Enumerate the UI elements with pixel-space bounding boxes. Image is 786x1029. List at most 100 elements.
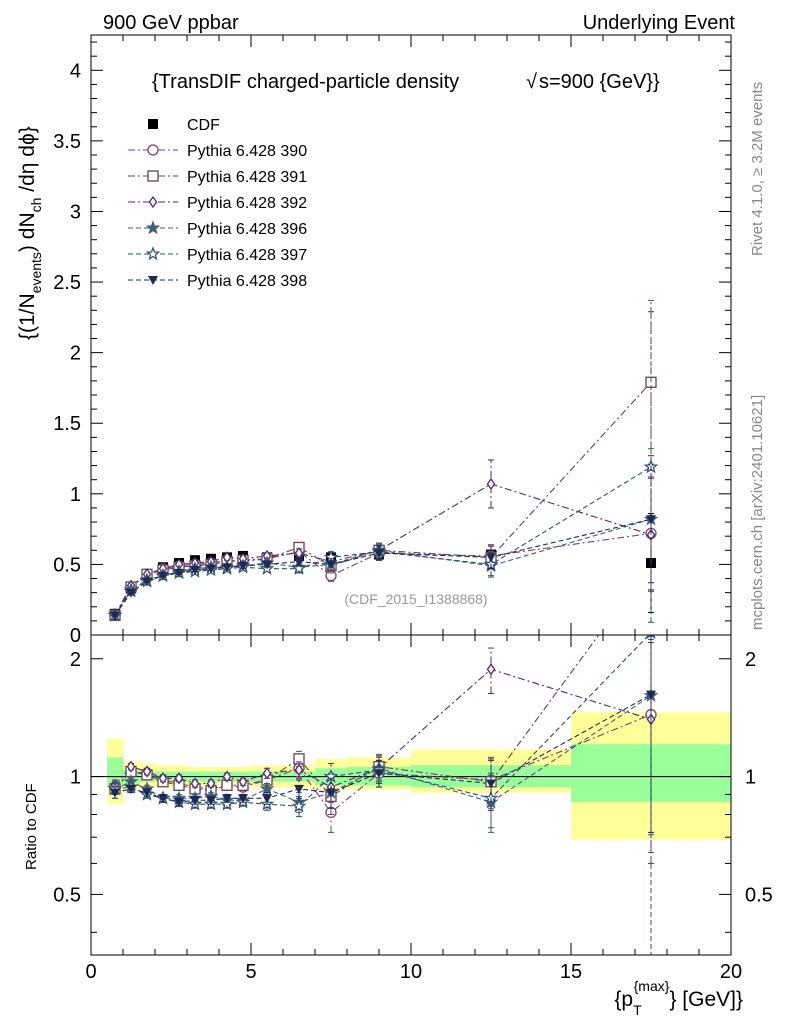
xtick-label-0: 0 (85, 961, 96, 983)
ratio-point-p398-4 (174, 798, 184, 808)
ratio-errbar-p392-13 (488, 647, 494, 695)
legend-marker-p392 (148, 195, 158, 209)
legend-marker-cdf (148, 119, 158, 129)
ratio-point-p392-9-shape (262, 767, 272, 780)
xtick-label-5: 5 (245, 961, 256, 983)
ratio-point-p396-9 (259, 781, 275, 796)
top-point-p398-7 (222, 563, 232, 573)
legend-label-p390: Pythia 6.428 390 (187, 143, 307, 160)
ratio-point-p398-2-shape (142, 788, 152, 798)
ytick-label-top-3: 1.5 (53, 413, 81, 435)
legend-marker-p397 (145, 246, 161, 261)
ylabel-part-e: /dη dϕ} (16, 126, 39, 197)
ratio-point-p398-3-shape (158, 794, 168, 804)
ytick-label-top-6: 3 (70, 201, 81, 223)
ytick-label-bot-right-2: 2 (745, 649, 756, 671)
ratio-point-p398-3 (158, 794, 168, 804)
ratio-point-p397-7-shape (219, 796, 235, 811)
legend-marker-p390-shape (147, 144, 159, 156)
ratio-point-p398-11-shape (326, 788, 336, 798)
xtick-label-20: 20 (720, 961, 742, 983)
ratio-point-p398-2 (142, 788, 152, 798)
ratio-point-p392-6 (206, 777, 216, 790)
ratio-point-p397-7 (219, 796, 235, 811)
top-point-p398-6-shape (206, 564, 216, 574)
ratio-point-p392-3 (158, 772, 168, 785)
title-prefix: {TransDIF charged-particle density (152, 71, 459, 93)
ytick-label-bot-1: 1 (70, 767, 81, 789)
top-point-p392-13-shape (486, 477, 496, 491)
legend-label-p398: Pythia 6.428 398 (187, 273, 307, 290)
ratio-point-p392-5 (190, 777, 200, 790)
top-point-p398-12 (374, 549, 384, 559)
legend-marker-p398 (148, 276, 158, 285)
top-point-p398-8 (238, 561, 248, 571)
ytick-label-bot-2: 2 (70, 649, 81, 671)
legend-entry-p397: Pythia 6.428 397 (128, 246, 307, 264)
ratio-point-p392-9 (262, 767, 272, 780)
header-left: 900 GeV ppbar (103, 12, 239, 34)
ratio-point-p392-2-shape (142, 765, 152, 778)
ratio-point-p392-7 (222, 770, 232, 783)
ytick-label-bot-0: 0.5 (53, 884, 81, 906)
ratio-point-p392-13 (486, 663, 496, 676)
ratio-point-p397-10 (291, 798, 307, 813)
mcplots-info: mcplots.cern.ch [arXiv:2401.10621] (749, 395, 766, 630)
top-point-p398-1-shape (126, 588, 136, 598)
ratio-point-p392-10 (294, 763, 304, 777)
top-point-p398-13 (486, 553, 496, 563)
legend-marker-p397-shape (145, 246, 161, 261)
legend-label-cdf: CDF (187, 117, 220, 134)
top-line-p391 (114, 381, 652, 616)
top-point-p397-10-shape (291, 560, 307, 575)
ratio-errbar-p397-14 (650, 635, 652, 955)
top-point-p398-13-shape (486, 553, 496, 563)
legend-marker-p396 (145, 220, 161, 235)
top-point-p398-4 (174, 568, 184, 578)
ylabel-sub-events: events (28, 252, 44, 293)
ylabel-part-a: {(1/N (16, 293, 39, 340)
xlabel-part-b: } [GeV]} (669, 988, 743, 1011)
ratio-point-p392-10-shape (294, 763, 304, 777)
ytick-label-top-4: 2 (70, 343, 81, 365)
legend-label-p391: Pythia 6.428 391 (187, 169, 307, 186)
top-point-p398-10 (294, 557, 304, 567)
top-point-p398-14-shape (646, 515, 656, 525)
top-point-p398-11-shape (326, 560, 336, 570)
ratio-point-p398-13 (486, 779, 496, 789)
ratio-point-p398-5 (190, 796, 200, 806)
ratio-point-p398-8 (238, 794, 248, 804)
ratio-point-p398-6-shape (206, 796, 216, 806)
top-point-p398-3-shape (158, 571, 168, 581)
ratio-point-p398-0 (110, 788, 120, 798)
ratio-point-p398-14 (646, 690, 656, 700)
top-point-p398-0-shape (110, 611, 120, 621)
top-errbar-p392-13 (488, 459, 494, 509)
ratio-point-p392-5-shape (190, 777, 200, 790)
top-ylabel: {(1/Nevents) dNch /dη dϕ} (16, 126, 44, 340)
xtick-label-10: 10 (400, 961, 422, 983)
legend-entry-cdf: CDF (148, 117, 220, 134)
top-point-p398-14 (646, 515, 656, 525)
title-suffix: s=900 {GeV}} (539, 71, 660, 93)
top-point-p397-10 (291, 560, 307, 575)
ratio-point-p397-10-shape (291, 798, 307, 813)
sqrt-symbol: √ (526, 71, 537, 93)
ratio-point-p392-6-shape (206, 777, 216, 790)
ytick-label-top-0: 0 (70, 625, 81, 647)
top-point-p398-2-shape (142, 577, 152, 587)
top-point-p398-6 (206, 564, 216, 574)
ratio-point-p398-1 (126, 784, 136, 794)
ratio-point-p398-4-shape (174, 798, 184, 808)
top-errbar-p398-14 (648, 455, 654, 584)
xlabel-sup: {max} (634, 978, 670, 994)
legend-marker-cdf-shape (148, 119, 158, 129)
legend: CDF Pythia 6.428 390 Pythia 6.428 391 Pythi… (128, 117, 307, 290)
ytick-label-top-5: 2.5 (53, 272, 81, 294)
legend-marker-p396-shape (145, 220, 161, 235)
ratio-ylabel: Ratio to CDF (23, 783, 40, 870)
rivet-info: Rivet 4.1.0, ≥ 3.2M events (749, 82, 766, 256)
ratio-point-p392-1 (126, 760, 136, 773)
ylabel-part-c: ) dN (16, 212, 39, 252)
